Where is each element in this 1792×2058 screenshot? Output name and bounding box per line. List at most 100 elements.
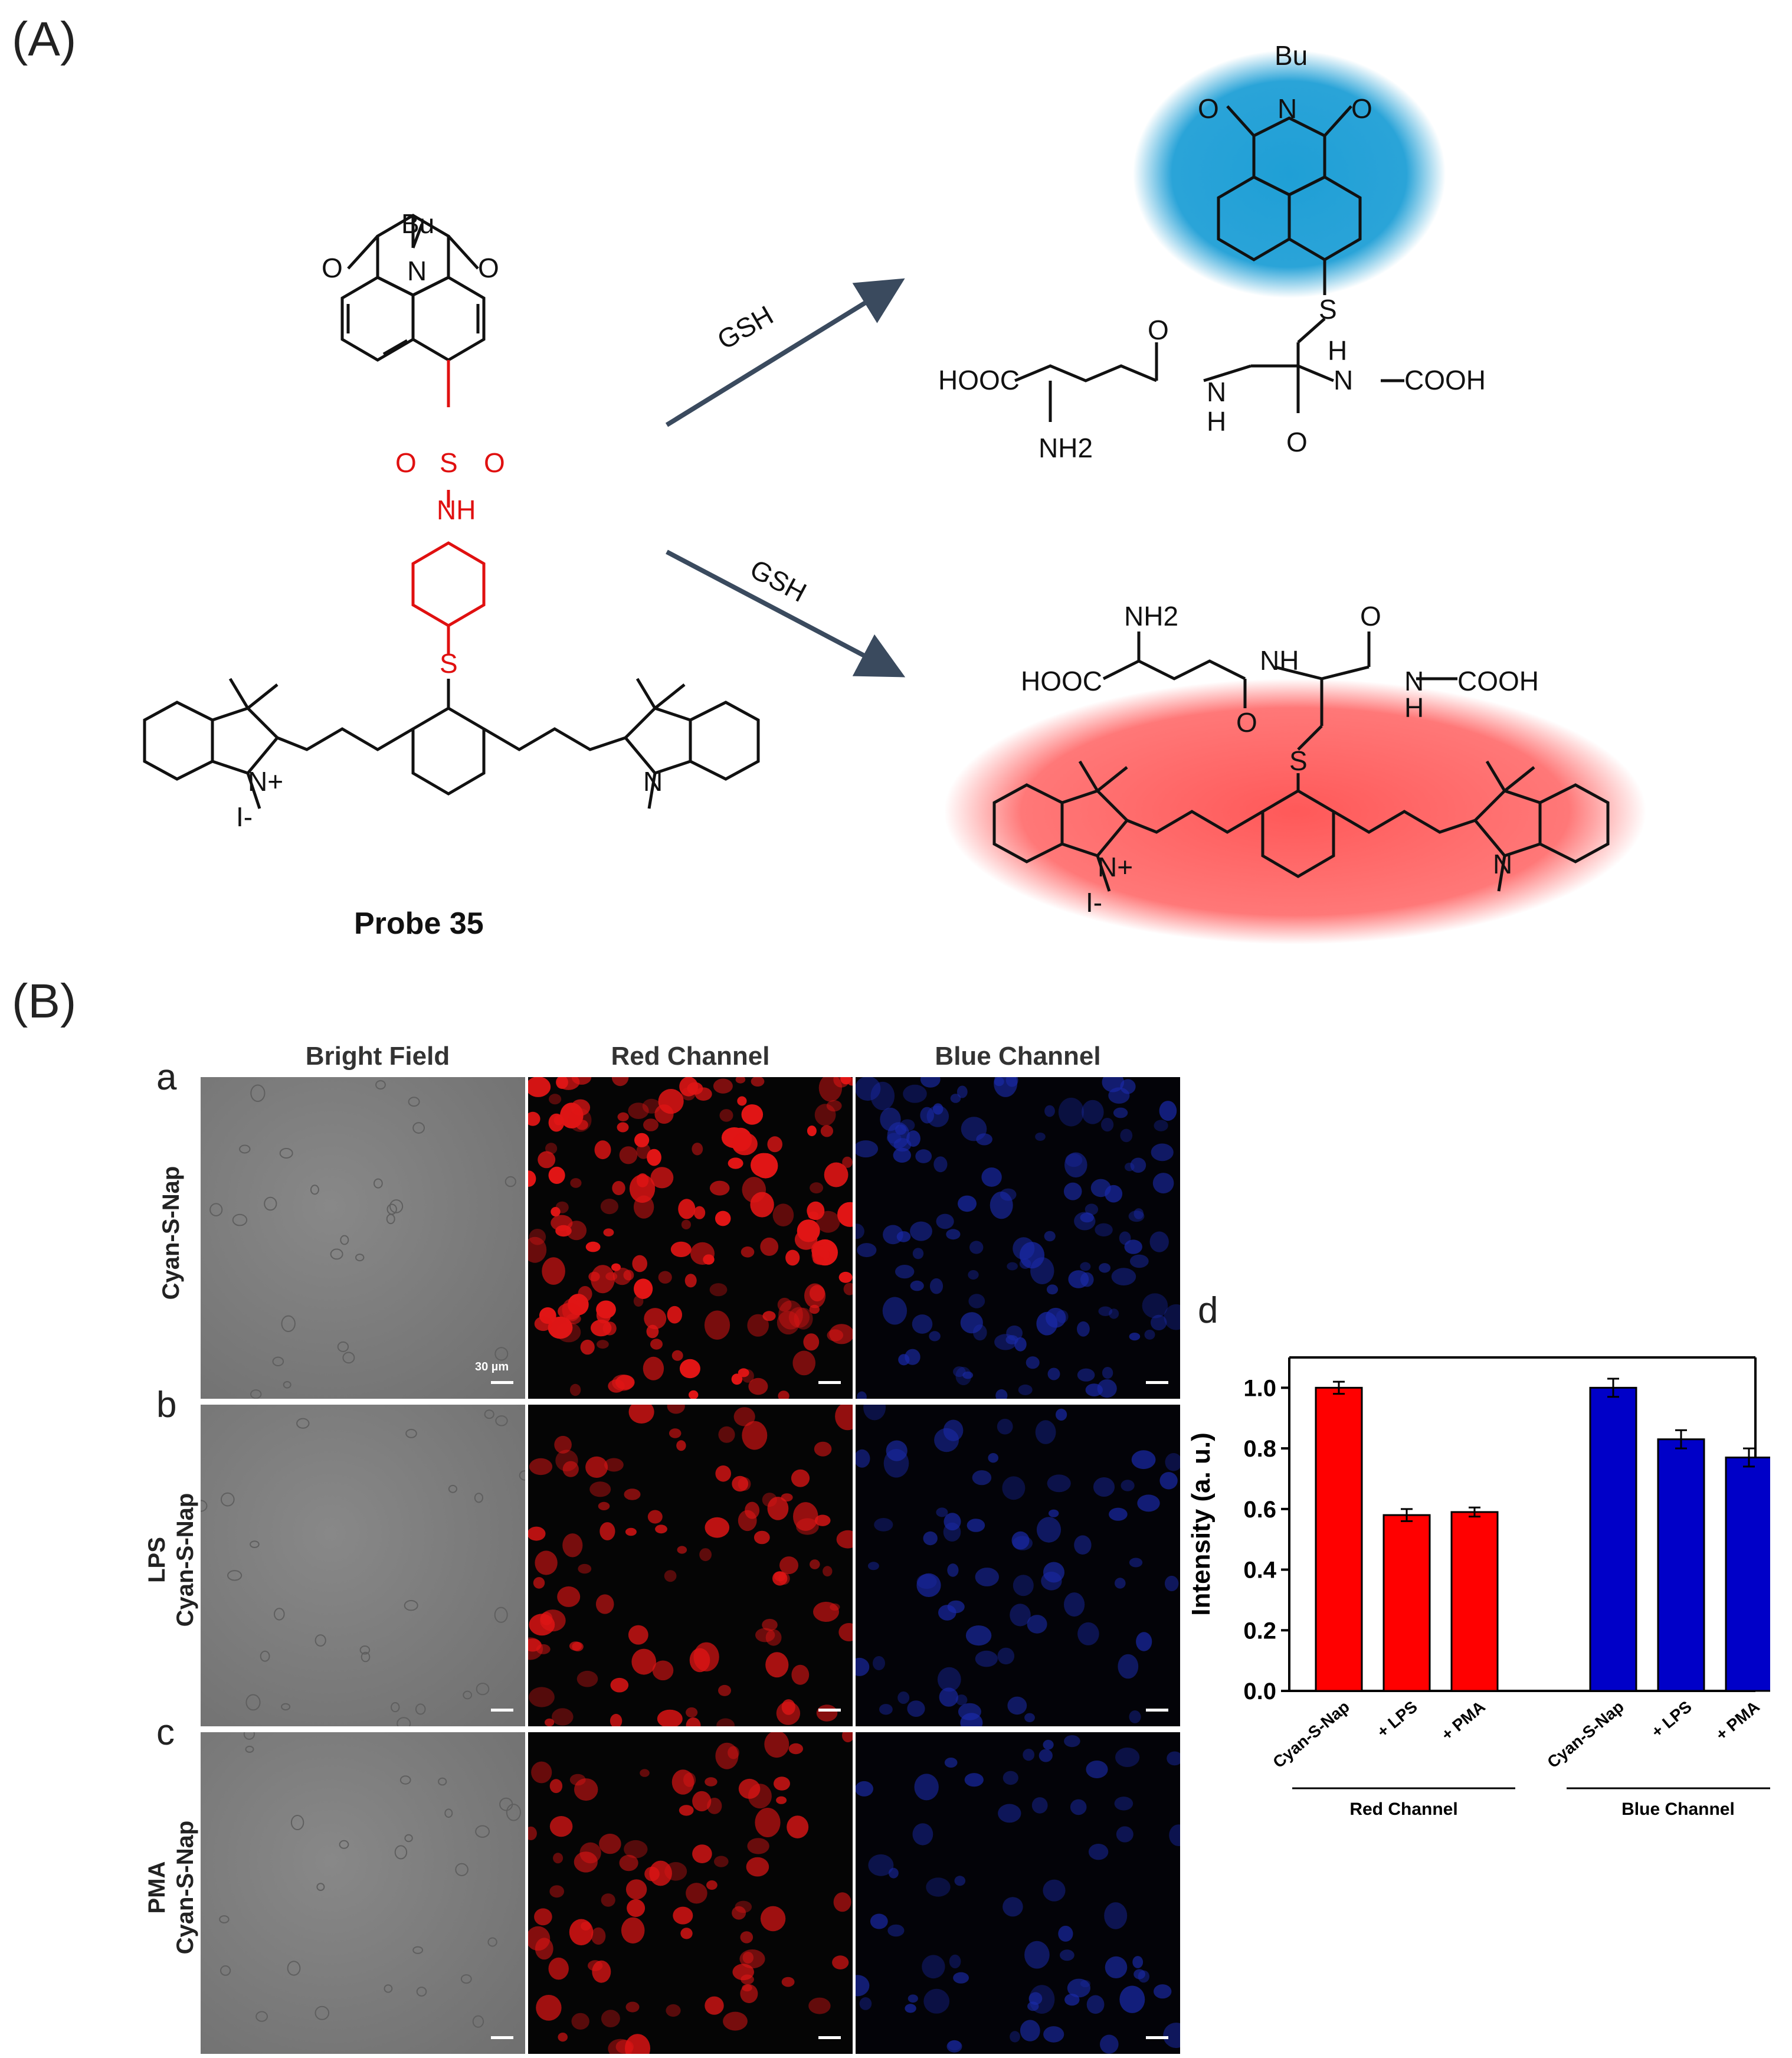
- product2-s: S: [1289, 745, 1308, 776]
- cell-spot: [534, 1316, 552, 1331]
- cell-spot: [922, 1955, 945, 1979]
- cell-spot: [1010, 2031, 1020, 2043]
- cell-spot: [545, 1143, 558, 1154]
- cell-spot: [669, 1428, 682, 1438]
- product1-hooc: HOOC: [938, 365, 1020, 395]
- cell-spot: [671, 1350, 683, 1361]
- cell-spot: [893, 1138, 912, 1152]
- cell-spot: [1159, 1101, 1177, 1121]
- cell-spot: [412, 1122, 425, 1134]
- cell-spot: [646, 1324, 659, 1339]
- cell-spot: [994, 1334, 1017, 1350]
- cell-spot: [900, 1119, 915, 1131]
- cell-spot: [272, 1356, 284, 1366]
- cell-spot: [1097, 1379, 1117, 1398]
- cell-spot: [706, 1880, 718, 1890]
- cell-spot: [615, 2040, 634, 2054]
- cell-spot: [605, 1272, 618, 1281]
- row-title-c-line2: Cyan-S-Nap: [172, 1820, 198, 1955]
- cell-spot: [838, 1271, 853, 1283]
- cell-spot: [814, 1441, 832, 1457]
- cell-spot: [926, 1877, 951, 1897]
- cell-spot: [856, 1077, 881, 1101]
- cell-spot: [221, 1492, 235, 1507]
- cell-spot: [416, 1987, 427, 1997]
- cell-spot: [962, 1371, 974, 1379]
- column-title-blue-channel: Blue Channel: [935, 1042, 1101, 1071]
- cell-spot: [995, 1389, 1008, 1399]
- row-title-b-line1: LPS: [144, 1537, 170, 1583]
- cell-spot: [1163, 2023, 1180, 2049]
- cell-spot: [316, 1883, 325, 1892]
- category-label: + PMA: [1712, 1697, 1763, 1744]
- cell-spot: [732, 1133, 758, 1156]
- cell-spot: [719, 1109, 733, 1122]
- cell-spot: [1013, 1575, 1034, 1596]
- cell-spot: [557, 1586, 581, 1607]
- cell-spot: [534, 1908, 552, 1926]
- cell-spot: [578, 1563, 592, 1574]
- cell-spot: [1013, 1237, 1035, 1260]
- product1-h-amide1: H: [1207, 406, 1226, 437]
- cell-spot: [856, 1781, 873, 1797]
- cell-spot: [625, 2001, 640, 2013]
- cell-spot: [628, 1102, 649, 1119]
- cell-spot: [856, 1657, 870, 1676]
- cell-spot: [1063, 1182, 1082, 1200]
- cell-spot: [741, 1974, 754, 1985]
- cell-spot: [1056, 1408, 1067, 1421]
- cell-spot: [1043, 1879, 1066, 1902]
- atom-n-plus: N+: [248, 766, 283, 797]
- scale-bar: [491, 1381, 513, 1384]
- cell-spot: [776, 1796, 787, 1804]
- cell-spot: [1101, 1118, 1114, 1132]
- cell-spot: [781, 1493, 793, 1502]
- cell-spot: [529, 1687, 555, 1707]
- cell-spot: [201, 1500, 208, 1512]
- atom-s-thioether: S: [440, 648, 458, 679]
- cell-spot: [219, 1915, 230, 1923]
- cell-spot: [715, 1742, 739, 1769]
- cell-spot: [714, 1856, 729, 1867]
- cell-spot: [754, 1530, 770, 1545]
- cell-spot: [797, 1219, 820, 1242]
- cell-spot: [1120, 1128, 1133, 1143]
- scale-bar-label: 30 µm: [475, 1360, 509, 1373]
- cell-spot: [664, 1570, 677, 1582]
- cell-spot: [1011, 1531, 1030, 1550]
- cell-spot: [243, 1732, 255, 1740]
- cell-spot: [791, 1664, 810, 1685]
- cell-spot: [1007, 1696, 1027, 1715]
- naphthalimide-gsh-product: [1014, 105, 1404, 422]
- cell-spot: [1104, 1902, 1128, 1929]
- cell-spot: [910, 1221, 932, 1241]
- cell-spot: [553, 1853, 564, 1864]
- product1-o-left: O: [1198, 93, 1219, 124]
- cell-spot: [967, 1519, 985, 1532]
- cell-spot: [867, 1562, 879, 1571]
- group-label: Red Channel: [1349, 1799, 1457, 1819]
- product1-bu: Bu: [1275, 40, 1308, 71]
- cell-spot: [571, 2013, 589, 2030]
- cell-spot: [339, 1840, 349, 1849]
- cell-spot: [621, 1917, 645, 1944]
- cell-spot: [1080, 1262, 1091, 1271]
- cell-spot: [1128, 1210, 1145, 1222]
- cell-spot: [679, 1805, 694, 1816]
- cell-spot: [936, 1507, 948, 1517]
- cell-spot: [767, 1136, 782, 1153]
- cell-spot: [281, 1703, 291, 1711]
- bar: [1657, 1438, 1705, 1692]
- cell-spot: [397, 1717, 411, 1726]
- cell-spot: [209, 1203, 223, 1216]
- cell-spot: [408, 1097, 420, 1107]
- cell-spot: [565, 1313, 581, 1324]
- cell-spot: [232, 1213, 248, 1226]
- cell-spot: [835, 1405, 853, 1431]
- cell-spot: [897, 1691, 910, 1704]
- category-label: Cyan-S-Nap: [1544, 1697, 1627, 1772]
- cell-spot: [908, 1994, 918, 2003]
- cell-spot: [968, 1270, 979, 1280]
- cell-spot: [910, 1280, 924, 1291]
- cell-spot: [893, 1147, 911, 1163]
